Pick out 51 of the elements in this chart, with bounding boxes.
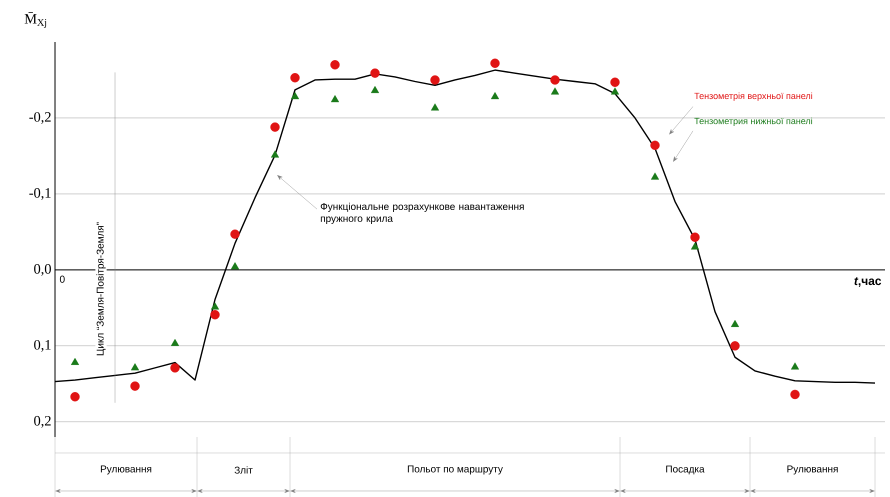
- point: [650, 140, 660, 150]
- point: [230, 262, 240, 270]
- point: [730, 341, 740, 350]
- point: [170, 363, 180, 372]
- point: [790, 390, 800, 400]
- text: Функціональне розрахункове навантаження пружного крила: [320, 202, 524, 224]
- point: [210, 302, 220, 310]
- point: [370, 68, 380, 78]
- annotation: Цикл “Земля-Повітря-Земля”: [96, 222, 106, 356]
- point: [270, 122, 280, 132]
- text: Тензометрія верхньої панелі: [694, 92, 812, 101]
- point: [370, 86, 380, 93]
- point: [430, 103, 440, 110]
- point: [290, 92, 300, 100]
- y-tick-label: -0,2: [29, 112, 51, 124]
- text: Зліт: [234, 466, 253, 474]
- y-tick-label: 0,0: [34, 264, 51, 276]
- point: [170, 338, 180, 346]
- point: [230, 229, 240, 239]
- point: [330, 94, 340, 102]
- text: Польот по маршруту: [408, 465, 503, 474]
- point: [430, 75, 440, 85]
- annotation: 0: [60, 276, 65, 283]
- text: Рулювання: [787, 465, 838, 474]
- point: [70, 392, 80, 402]
- point: [550, 87, 560, 94]
- point: [610, 87, 620, 94]
- point: [690, 232, 700, 242]
- text: Рулювання: [100, 465, 152, 474]
- text: Посадка: [666, 465, 705, 474]
- y-tick-label: -0,1: [29, 188, 51, 200]
- y-tick-label: 0,2: [34, 416, 51, 428]
- point: [550, 75, 560, 85]
- y-tick-label: 0,1: [34, 340, 51, 352]
- text: Тензометрия нижньої панелі: [694, 117, 812, 126]
- point: [70, 358, 80, 365]
- point: [730, 320, 740, 327]
- point: [130, 363, 140, 370]
- point: [650, 172, 660, 180]
- point: [490, 92, 500, 100]
- point: [610, 77, 620, 87]
- point: [330, 60, 340, 70]
- x-axis-title: t,час: [854, 277, 882, 287]
- point: [790, 362, 800, 370]
- point: [270, 150, 280, 158]
- point: [210, 310, 220, 320]
- point: [690, 242, 700, 250]
- y-axis-title: M̄$_{Xj}$: [24, 12, 46, 28]
- point: [130, 381, 140, 391]
- point: [290, 72, 300, 82]
- point: [490, 58, 500, 68]
